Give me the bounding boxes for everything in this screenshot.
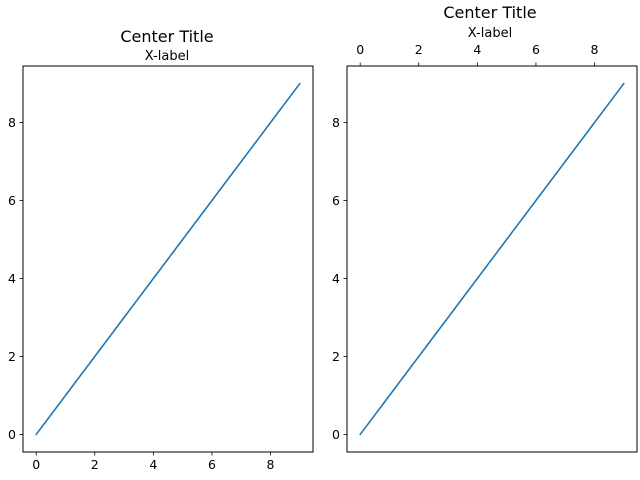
left-chart-title: Center Title xyxy=(120,27,213,46)
left-series-line xyxy=(35,82,301,436)
right-x-tick-label: 8 xyxy=(591,42,599,57)
right-subplot: Center Title X-label 0 2 4 6 8 0 2 4 6 8 xyxy=(332,3,638,453)
right-x-tick-label: 2 xyxy=(415,42,423,57)
left-x-tick-label: 6 xyxy=(208,457,216,472)
left-plot-frame xyxy=(22,65,314,453)
left-y-tick-label: 8 xyxy=(8,115,16,130)
right-y-tick-label: 8 xyxy=(332,115,340,130)
left-x-tick-label: 2 xyxy=(91,457,99,472)
right-plot-frame xyxy=(346,65,638,453)
right-series-line xyxy=(359,82,625,436)
left-ticks: 0 2 4 6 8 0 2 4 6 8 xyxy=(8,115,275,472)
right-x-axis-label: X-label xyxy=(468,26,512,41)
right-y-tick-label: 4 xyxy=(332,271,340,286)
right-x-tick-label: 4 xyxy=(473,42,481,57)
right-y-tick-label: 6 xyxy=(332,193,340,208)
right-lines xyxy=(359,82,625,436)
left-y-tick-label: 4 xyxy=(8,271,16,286)
left-y-tick-label: 0 xyxy=(8,427,16,442)
right-x-tick-label: 6 xyxy=(532,42,540,57)
left-lines xyxy=(35,82,301,436)
right-y-tick-label: 0 xyxy=(332,427,340,442)
right-ticks: 0 2 4 6 8 0 2 4 6 8 xyxy=(332,42,599,442)
right-chart-title: Center Title xyxy=(443,3,536,22)
left-y-tick-label: 6 xyxy=(8,193,16,208)
left-x-tick-label: 0 xyxy=(32,457,40,472)
right-x-tick-label: 0 xyxy=(356,42,364,57)
right-y-tick-label: 2 xyxy=(332,349,340,364)
left-x-tick-label: 4 xyxy=(149,457,157,472)
left-x-axis-label: X-label xyxy=(145,49,189,64)
left-x-tick-label: 8 xyxy=(267,457,275,472)
left-y-tick-label: 2 xyxy=(8,349,16,364)
left-subplot: Center Title X-label 0 2 4 6 8 0 2 4 6 8 xyxy=(8,27,314,472)
